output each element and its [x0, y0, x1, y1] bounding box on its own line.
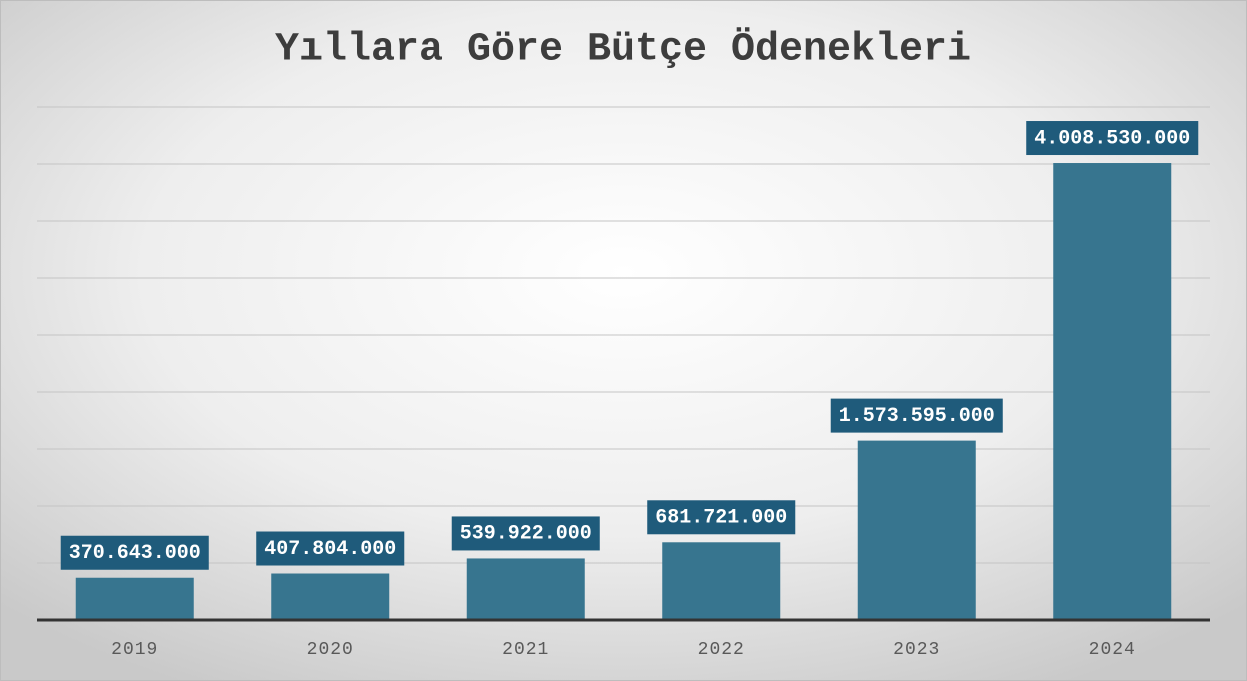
x-tick-label: 2024: [1089, 640, 1136, 660]
bar: [857, 440, 976, 620]
data-label: 1.573.595.000: [839, 405, 995, 428]
bar: [1053, 163, 1172, 620]
data-label: 4.008.530.000: [1034, 127, 1190, 150]
chart-title: Yıllara Göre Bütçe Ödenekleri: [275, 26, 971, 73]
data-label-box: [647, 500, 796, 535]
data-label-box: [451, 516, 600, 551]
x-tick-label: 2020: [307, 640, 354, 660]
data-label-box: [256, 531, 405, 566]
x-tick-label: 2019: [111, 640, 158, 660]
data-label: 539.922.000: [460, 523, 592, 546]
bar: [75, 577, 194, 620]
bar: [662, 542, 781, 620]
bar: [271, 573, 390, 620]
x-tick-label: 2022: [698, 640, 745, 660]
data-label: 681.721.000: [655, 507, 787, 530]
data-label: 370.643.000: [69, 542, 201, 565]
x-tick-label: 2023: [893, 640, 940, 660]
data-label: 407.804.000: [264, 538, 396, 561]
data-label-box: [830, 398, 1003, 433]
bar: [466, 558, 585, 620]
data-label-box: [60, 535, 209, 570]
data-label-box: [1026, 121, 1199, 156]
x-tick-label: 2021: [502, 640, 549, 660]
